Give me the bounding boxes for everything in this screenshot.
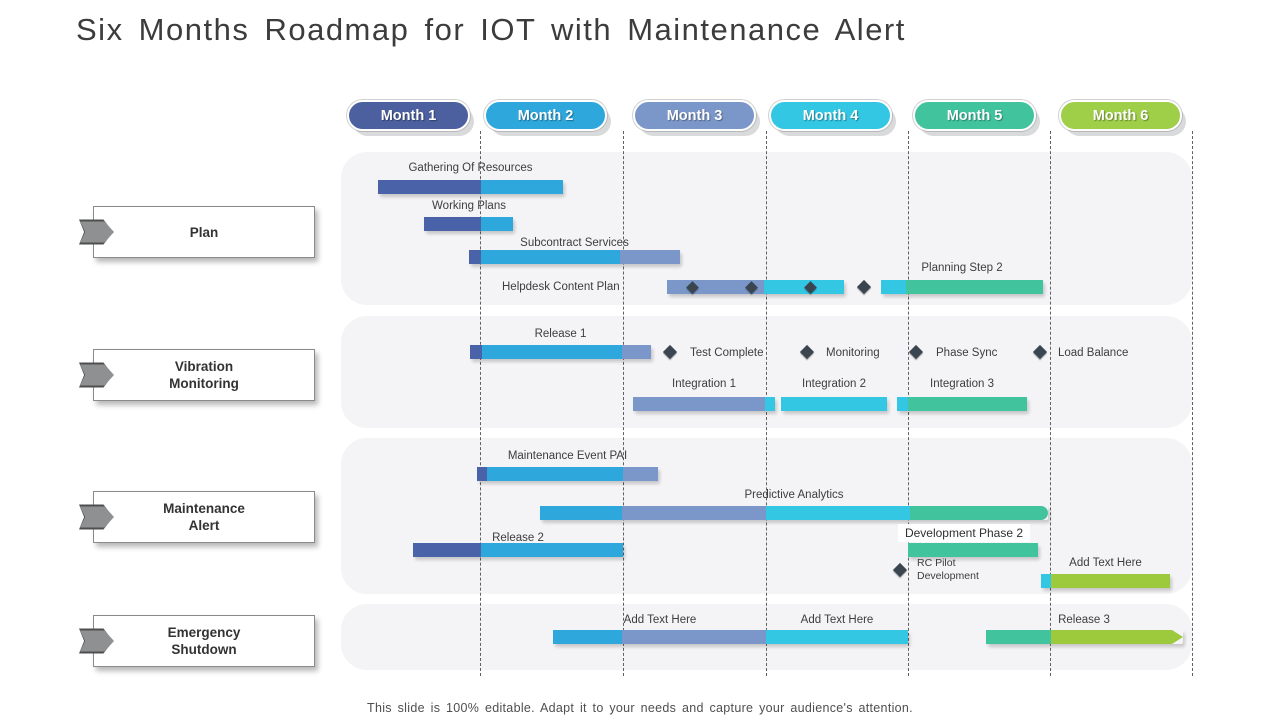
task-label-add-text-here-b: Add Text Here bbox=[800, 614, 874, 626]
category-vibration-label: Vibration bbox=[174, 359, 234, 374]
arrow-icon bbox=[79, 504, 114, 530]
gridline-month-6-end bbox=[1192, 131, 1193, 676]
milestone-label-test-complete: Test Complete bbox=[690, 347, 764, 359]
task-label-working-plans: Working Plans bbox=[432, 200, 506, 212]
task-bar-predictive-analytics bbox=[540, 506, 1048, 520]
month-pill-1: Month 1 bbox=[347, 100, 470, 131]
month-pill-3: Month 3 bbox=[633, 100, 756, 131]
milestone-label-load-balance: Load Balance bbox=[1058, 347, 1129, 359]
task-label-release-1: Release 1 bbox=[534, 328, 587, 340]
task-bar-release-2 bbox=[413, 543, 623, 557]
category-plan-label: Plan bbox=[189, 224, 219, 240]
task-bar-gathering-of-resources bbox=[378, 180, 563, 194]
task-label-helpdesk-content-plan: Helpdesk Content Plan bbox=[502, 281, 620, 293]
footer-note: This slide is 100% editable. Adapt it to… bbox=[367, 701, 913, 715]
task-bar-emergency-main bbox=[553, 630, 908, 644]
category-emergency-shutdown: Emergency Shutdown bbox=[79, 615, 315, 667]
task-label-gathering-of-resources: Gathering Of Resources bbox=[408, 162, 533, 174]
category-maintenance-alert: Maintenance Alert bbox=[79, 491, 315, 543]
month-6-label: Month 6 bbox=[1092, 107, 1149, 124]
task-label-add-text-here-a: Add Text Here bbox=[623, 614, 697, 626]
month-pill-4: Month 4 bbox=[769, 100, 892, 131]
task-label-release-3: Release 3 bbox=[1058, 614, 1110, 626]
month-4-label: Month 4 bbox=[802, 107, 859, 124]
task-bar-integration-2 bbox=[781, 397, 887, 411]
category-emergency-label: Emergency bbox=[167, 625, 241, 640]
task-label-maintenance-event-pai: Maintenance Event PAI bbox=[507, 450, 628, 462]
month-1-label: Month 1 bbox=[380, 107, 437, 124]
task-bar-subcontract-services bbox=[469, 250, 680, 264]
task-label-subcontract-services: Subcontract Services bbox=[520, 237, 629, 249]
task-label-planning-step-2: Planning Step 2 bbox=[921, 262, 1003, 274]
arrow-icon bbox=[79, 628, 114, 654]
month-2-label: Month 2 bbox=[517, 107, 574, 124]
task-bar-maintenance-event-pai bbox=[477, 467, 658, 481]
task-bar-working-plans bbox=[424, 217, 513, 231]
month-3-label: Month 3 bbox=[666, 107, 723, 124]
task-label-release-2: Release 2 bbox=[492, 532, 544, 544]
gridline-month-1-2 bbox=[480, 131, 481, 676]
task-bar-planning-step-2 bbox=[881, 280, 1043, 294]
month-pill-6: Month 6 bbox=[1059, 100, 1182, 131]
gridline-month-5-6 bbox=[1050, 131, 1051, 676]
month-pill-2: Month 2 bbox=[484, 100, 607, 131]
task-bar-integration-1 bbox=[633, 397, 775, 411]
month-5-label: Month 5 bbox=[946, 107, 1003, 124]
task-label-integration-2: Integration 2 bbox=[802, 378, 866, 390]
task-label-add-text-here-maintenance: Add Text Here bbox=[1069, 557, 1142, 569]
category-plan: Plan bbox=[79, 206, 315, 258]
arrow-icon bbox=[79, 219, 114, 245]
category-vibration-monitoring: Vibration Monitoring bbox=[79, 349, 315, 401]
task-label-integration-1: Integration 1 bbox=[672, 378, 736, 390]
task-label-development-phase-2: Development Phase 2 bbox=[898, 524, 1030, 542]
milestone-label-phase-sync: Phase Sync bbox=[936, 347, 998, 359]
task-bar-release-3 bbox=[986, 630, 1183, 644]
task-bar-development-phase-2 bbox=[908, 543, 1038, 557]
task-label-integration-3: Integration 3 bbox=[930, 378, 994, 390]
milestone-label-rc-pilot-development: RC Pilot Development bbox=[917, 557, 979, 582]
arrow-icon bbox=[79, 362, 114, 388]
task-label-predictive-analytics: Predictive Analytics bbox=[744, 489, 844, 501]
page-title: Six Months Roadmap for IOT with Maintena… bbox=[76, 12, 906, 47]
month-pill-5: Month 5 bbox=[913, 100, 1036, 131]
gridline-month-2-3 bbox=[623, 131, 624, 676]
task-bar-release-1 bbox=[470, 345, 651, 359]
task-bar-add-text-here-maintenance bbox=[1041, 574, 1170, 588]
task-bar-integration-3 bbox=[897, 397, 1027, 411]
category-maintenance-label: Maintenance bbox=[163, 501, 245, 516]
milestone-label-monitoring: Monitoring bbox=[826, 347, 880, 359]
